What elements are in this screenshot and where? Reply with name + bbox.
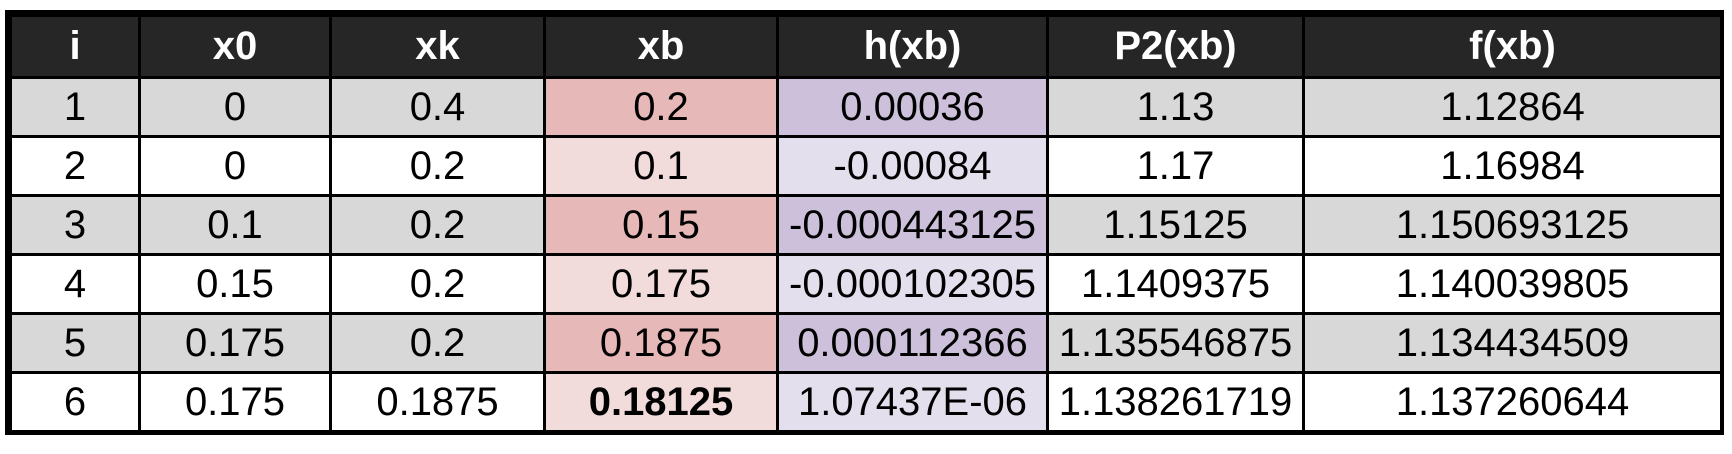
header-cell-p2xb: P2(xb) xyxy=(1046,14,1305,79)
cell-xk: 0.2 xyxy=(329,194,546,256)
cell-x0: 0.175 xyxy=(138,371,332,433)
cell-p2xb: 1.138261719 xyxy=(1046,371,1305,433)
cell-xb: 0.175 xyxy=(543,253,779,315)
cell-fxb: 1.16984 xyxy=(1302,135,1723,197)
cell-xk: 0.4 xyxy=(329,76,546,138)
header-cell-xb: xb xyxy=(543,14,779,79)
cell-xk: 0.2 xyxy=(329,253,546,315)
cell-xk: 0.1875 xyxy=(329,371,546,433)
table-row: 6 0.175 0.1875 0.18125 1.07437E-06 1.138… xyxy=(9,371,1723,433)
cell-i: 2 xyxy=(9,135,141,197)
header-cell-hxb: h(xb) xyxy=(776,14,1049,79)
header-cell-fxb: f(xb) xyxy=(1302,14,1723,79)
table-row: 1 0 0.4 0.2 0.00036 1.13 1.12864 xyxy=(9,76,1723,138)
cell-p2xb: 1.13 xyxy=(1046,76,1305,138)
cell-x0: 0.1 xyxy=(138,194,332,256)
cell-hxb: 0.00036 xyxy=(776,76,1049,138)
cell-xb: 0.1875 xyxy=(543,312,779,374)
cell-p2xb: 1.1409375 xyxy=(1046,253,1305,315)
header-cell-xk: xk xyxy=(329,14,546,79)
table-row: 4 0.15 0.2 0.175 -0.000102305 1.1409375 … xyxy=(9,253,1723,315)
cell-fxb: 1.137260644 xyxy=(1302,371,1723,433)
cell-i: 5 xyxy=(9,312,141,374)
cell-x0: 0.15 xyxy=(138,253,332,315)
cell-xk: 0.2 xyxy=(329,312,546,374)
header-cell-x0: x0 xyxy=(138,14,332,79)
cell-hxb: 0.000112366 xyxy=(776,312,1049,374)
cell-xb: 0.2 xyxy=(543,76,779,138)
cell-p2xb: 1.15125 xyxy=(1046,194,1305,256)
iteration-table-container: i x0 xk xb h(xb) P2(xb) f(xb) 1 0 0.4 0.… xyxy=(5,10,1724,435)
header-cell-i: i xyxy=(9,14,141,79)
cell-fxb: 1.134434509 xyxy=(1302,312,1723,374)
iteration-table: i x0 xk xb h(xb) P2(xb) f(xb) 1 0 0.4 0.… xyxy=(9,14,1723,433)
table-row: 3 0.1 0.2 0.15 -0.000443125 1.15125 1.15… xyxy=(9,194,1723,256)
table-row: 2 0 0.2 0.1 -0.00084 1.17 1.16984 xyxy=(9,135,1723,197)
header-row: i x0 xk xb h(xb) P2(xb) f(xb) xyxy=(9,14,1723,79)
cell-hxb: -0.00084 xyxy=(776,135,1049,197)
cell-xk: 0.2 xyxy=(329,135,546,197)
cell-hxb: -0.000102305 xyxy=(776,253,1049,315)
cell-hxb: -0.000443125 xyxy=(776,194,1049,256)
cell-xb: 0.1 xyxy=(543,135,779,197)
cell-x0: 0 xyxy=(138,135,332,197)
cell-fxb: 1.150693125 xyxy=(1302,194,1723,256)
cell-i: 4 xyxy=(9,253,141,315)
cell-fxb: 1.12864 xyxy=(1302,76,1723,138)
table-row: 5 0.175 0.2 0.1875 0.000112366 1.1355468… xyxy=(9,312,1723,374)
cell-i: 1 xyxy=(9,76,141,138)
cell-xb: 0.15 xyxy=(543,194,779,256)
cell-x0: 0 xyxy=(138,76,332,138)
cell-i: 3 xyxy=(9,194,141,256)
cell-hxb: 1.07437E-06 xyxy=(776,371,1049,433)
cell-fxb: 1.140039805 xyxy=(1302,253,1723,315)
cell-p2xb: 1.17 xyxy=(1046,135,1305,197)
cell-xb-result: 0.18125 xyxy=(543,371,779,433)
cell-x0: 0.175 xyxy=(138,312,332,374)
cell-i: 6 xyxy=(9,371,141,433)
cell-p2xb: 1.135546875 xyxy=(1046,312,1305,374)
